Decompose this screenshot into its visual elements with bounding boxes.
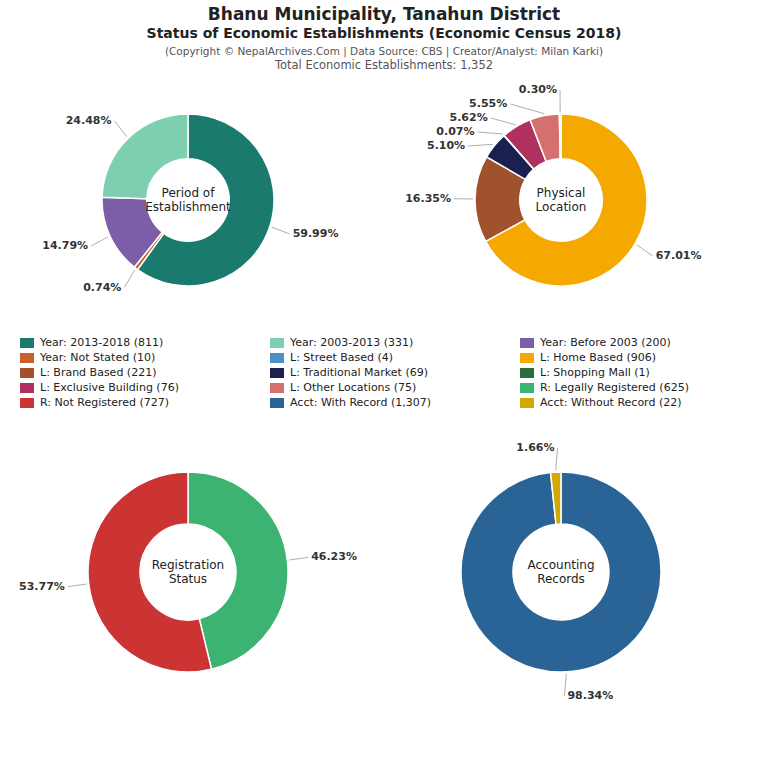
data-label: 59.99% [293, 227, 339, 240]
donut-chart: PhysicalLocation67.01%16.35%5.10%0.07%5.… [405, 83, 701, 286]
donut-center-title-line: Records [537, 572, 585, 586]
chart-canvas: Bhanu Municipality, Tanahun DistrictStat… [0, 0, 768, 768]
legend-entry: L: Exclusive Building (76) [40, 381, 179, 394]
donut-center-title-line: Physical [537, 186, 586, 200]
legend-swatch [20, 353, 34, 363]
legend-swatch [520, 353, 534, 363]
donut-slice [88, 472, 211, 672]
legend-entry: L: Street Based (4) [290, 351, 393, 364]
leader-line [272, 227, 290, 234]
leader-line [637, 245, 653, 256]
leader-line [124, 270, 134, 288]
data-label: 5.10% [427, 139, 465, 152]
legend-swatch [20, 338, 34, 348]
donut-center-title-line: Location [536, 200, 587, 214]
data-label: 0.30% [519, 83, 557, 96]
data-label: 5.62% [450, 111, 488, 124]
legend-entry: Year: Not Stated (10) [39, 351, 155, 364]
data-label: 1.66% [516, 441, 554, 454]
legend-swatch [520, 398, 534, 408]
legend-entry: Year: 2003-2013 (331) [289, 336, 413, 349]
legend-entry: Year: Before 2003 (200) [539, 336, 671, 349]
leader-line [556, 448, 558, 470]
donut-center-title-line: Accounting [527, 558, 594, 572]
legend-swatch [20, 368, 34, 378]
legend-entry: Acct: With Record (1,307) [290, 396, 431, 409]
legend-swatch [270, 383, 284, 393]
data-label: 98.34% [567, 689, 613, 702]
donut-slice [551, 472, 561, 524]
legend-swatch [20, 383, 34, 393]
donut-center-title: AccountingRecords [527, 558, 594, 586]
donut-center-title: PhysicalLocation [536, 186, 587, 214]
donut-center-title: Period ofEstablishment [145, 186, 231, 214]
data-label: 0.07% [436, 125, 474, 138]
chart-subtitle: Total Economic Establishments: 1,352 [274, 58, 493, 72]
leader-line [114, 121, 126, 137]
leader-line [68, 584, 87, 587]
leader-line [491, 118, 516, 125]
legend: Year: 2013-2018 (811) Year: 2003-2013 (33… [20, 336, 689, 409]
legend-entry: Acct: Without Record (22) [540, 396, 682, 409]
data-label: 0.74% [83, 281, 121, 294]
data-label: 16.35% [405, 192, 451, 205]
chart-subtitle: (Copyright © NepalArchives.Com | Data So… [165, 45, 603, 58]
leader-line [510, 104, 544, 114]
data-label: 24.48% [66, 114, 112, 127]
leader-line [289, 557, 308, 560]
chart-title: Status of Economic Establishments (Econo… [147, 25, 622, 41]
chart-title: Bhanu Municipality, Tanahun District [208, 4, 560, 24]
legend-entry: L: Traditional Market (69) [290, 366, 428, 379]
donut-center-title: RegistrationStatus [152, 558, 224, 586]
legend-swatch [270, 338, 284, 348]
leader-line [468, 144, 493, 146]
donut-center-title-line: Period of [162, 186, 216, 200]
legend-entry: L: Home Based (906) [540, 351, 656, 364]
donut-chart: RegistrationStatus 46.23% 53.77% [19, 472, 357, 672]
data-label: 67.01% [656, 249, 702, 262]
data-label: 5.55% [469, 97, 507, 110]
legend-entry: L: Other Locations (75) [290, 381, 416, 394]
leader-line [478, 132, 503, 134]
donut-chart: Period ofEstablishment 59.99% 0.74% 14.79% 2… [42, 114, 338, 294]
leader-line [454, 198, 473, 199]
donut-chart: AccountingRecords 98.34% 1.66% [461, 441, 661, 702]
legend-entry: R: Not Registered (727) [40, 396, 169, 409]
legend-entry: R: Legally Registered (625) [540, 381, 689, 394]
legend-entry: L: Shopping Mall (1) [540, 366, 650, 379]
legend-swatch [20, 398, 34, 408]
leader-line [560, 90, 561, 112]
donut-slice [461, 472, 661, 672]
legend-swatch [520, 383, 534, 393]
leader-line [564, 674, 566, 696]
leader-line [91, 237, 108, 246]
donut-slice [559, 114, 561, 159]
legend-swatch [520, 338, 534, 348]
donut-slice [530, 114, 560, 161]
donut-center-title-line: Establishment [145, 200, 231, 214]
donut-center-title-line: Registration [152, 558, 224, 572]
legend-swatch [270, 398, 284, 408]
legend-swatch [270, 368, 284, 378]
data-label: 53.77% [19, 580, 65, 593]
data-label: 46.23% [311, 550, 357, 563]
legend-entry: L: Brand Based (221) [40, 366, 156, 379]
legend-entry: Year: 2013-2018 (811) [39, 336, 163, 349]
data-label: 14.79% [42, 239, 88, 252]
donut-center-title-line: Status [169, 572, 207, 586]
legend-swatch [270, 353, 284, 363]
legend-swatch [520, 368, 534, 378]
